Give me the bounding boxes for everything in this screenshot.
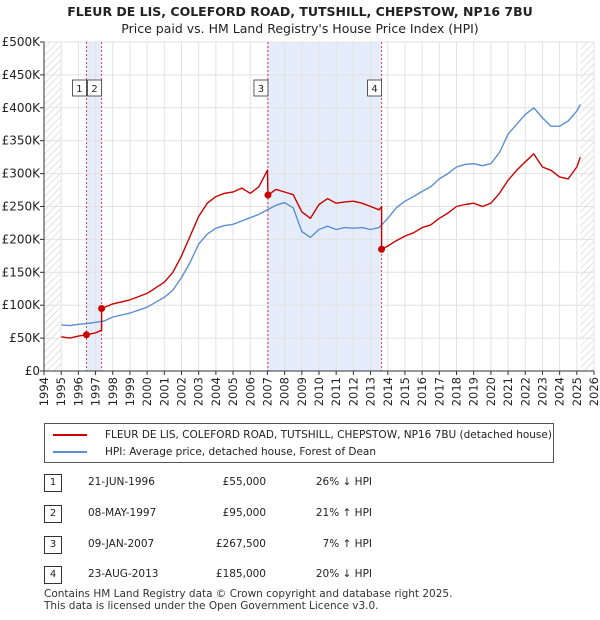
x-tick-label: 2004 (209, 377, 223, 406)
transaction-marker-box (72, 79, 87, 97)
x-tick-label: 2016 (415, 377, 429, 406)
x-tick-label: 1996 (71, 377, 85, 406)
transaction-marker-box (253, 79, 269, 97)
legend-swatch-property (53, 434, 87, 436)
x-tick-label: 2002 (175, 377, 189, 406)
transaction-number: 3 (44, 536, 62, 554)
transaction-price: £267,500 (215, 538, 266, 550)
x-tick-label: 2010 (312, 377, 326, 406)
transaction-row: 1 21-JUN-1996 £55,000 26% ↓ HPI (44, 472, 564, 492)
transaction-marker-label: 2 (91, 84, 97, 95)
transaction-date: 08-MAY-1997 (88, 507, 157, 519)
transaction-marker-box (367, 79, 382, 97)
transaction-row: 3 09-JAN-2007 £267,500 7% ↑ HPI (44, 534, 564, 554)
x-tick-label: 2013 (364, 377, 378, 406)
transaction-hpi-diff: 7% ↑ HPI (322, 538, 372, 550)
x-tick-label: 1998 (106, 377, 120, 406)
y-tick-label: £450K (2, 68, 42, 82)
x-tick-label: 2003 (192, 377, 206, 406)
property-price-line (61, 153, 581, 339)
x-tick-label: 2012 (346, 377, 360, 406)
transaction-point (98, 304, 106, 312)
transaction-number: 2 (44, 505, 62, 523)
transaction-number: 4 (44, 566, 62, 584)
y-tick-label: £0 (25, 364, 40, 378)
transaction-hpi-diff: 21% ↑ HPI (315, 507, 372, 519)
transaction-date: 09-JAN-2007 (88, 538, 155, 550)
y-tick-label: £200K (2, 232, 42, 246)
y-tick-label: £300K (2, 167, 42, 181)
transaction-marker-label: 4 (371, 84, 377, 95)
x-tick-label: 2019 (467, 377, 481, 406)
x-tick-label: 2024 (553, 377, 567, 406)
transaction-number: 1 (44, 474, 62, 492)
y-tick-label: £500K (2, 35, 42, 49)
transaction-marker-box (87, 79, 102, 97)
y-tick-label: £400K (2, 101, 42, 115)
transaction-point (264, 191, 272, 199)
x-tick-label: 2023 (535, 377, 549, 406)
x-tick-label: 2022 (518, 377, 532, 406)
x-tick-label: 2007 (260, 377, 274, 406)
transaction-price: £95,000 (222, 507, 266, 519)
x-tick-label: 2021 (501, 377, 515, 406)
x-tick-label: 2015 (398, 377, 412, 406)
transaction-date: 21-JUN-1996 (88, 476, 155, 488)
y-tick-label: £50K (9, 331, 41, 345)
x-tick-label: 2009 (295, 377, 309, 406)
y-tick-label: £250K (2, 200, 42, 214)
chart-subtitle: Price paid vs. HM Land Registry's House … (121, 21, 479, 36)
footer-copyright: Contains HM Land Registry data © Crown c… (44, 588, 453, 600)
transaction-marker-label: 3 (258, 84, 264, 95)
y-tick-label: £100K (2, 298, 42, 312)
x-tick-label: 2001 (157, 377, 171, 406)
y-tick-label: £150K (2, 265, 42, 279)
transaction-point (378, 245, 386, 253)
transaction-row: 4 23-AUG-2013 £185,000 20% ↓ HPI (44, 564, 564, 584)
x-tick-label: 2014 (381, 377, 395, 406)
transaction-hpi-diff: 26% ↓ HPI (315, 476, 372, 488)
transaction-date: 23-AUG-2013 (88, 568, 159, 580)
transaction-marker-label: 1 (76, 84, 82, 95)
x-tick-label: 1995 (54, 377, 68, 406)
x-tick-label: 2011 (329, 377, 343, 406)
transaction-row: 2 08-MAY-1997 £95,000 21% ↑ HPI (44, 503, 564, 523)
legend-swatch-hpi (53, 451, 87, 453)
x-tick-label: 1997 (89, 377, 103, 406)
chart-title: FLEUR DE LIS, COLEFORD ROAD, TUTSHILL, C… (67, 4, 533, 19)
footer: Contains HM Land Registry data © Crown c… (44, 588, 453, 612)
legend-item-property: FLEUR DE LIS, COLEFORD ROAD, TUTSHILL, C… (53, 429, 552, 441)
legend: FLEUR DE LIS, COLEFORD ROAD, TUTSHILL, C… (44, 423, 554, 463)
x-tick-label: 2018 (450, 377, 464, 406)
x-tick-label: 1994 (37, 377, 51, 406)
x-tick-label: 2026 (587, 377, 600, 406)
x-tick-label: 2005 (226, 377, 240, 406)
transaction-price: £55,000 (222, 476, 266, 488)
x-tick-label: 2000 (140, 377, 154, 406)
x-tick-label: 2020 (484, 377, 498, 406)
legend-label-hpi: HPI: Average price, detached house, Fore… (105, 446, 377, 458)
hpi-line (61, 104, 581, 327)
x-tick-label: 2006 (243, 377, 257, 406)
transaction-price: £185,000 (215, 568, 266, 580)
transaction-hpi-diff: 20% ↓ HPI (315, 568, 372, 580)
x-tick-label: 2008 (278, 377, 292, 406)
transaction-point (82, 331, 90, 339)
x-tick-label: 2017 (432, 377, 446, 406)
x-tick-label: 2025 (570, 377, 584, 406)
x-tick-label: 1999 (123, 377, 137, 406)
y-tick-label: £350K (2, 134, 42, 148)
legend-label-property: FLEUR DE LIS, COLEFORD ROAD, TUTSHILL, C… (105, 429, 552, 441)
footer-license: This data is licensed under the Open Gov… (44, 599, 379, 612)
legend-item-hpi: HPI: Average price, detached house, Fore… (53, 446, 376, 458)
